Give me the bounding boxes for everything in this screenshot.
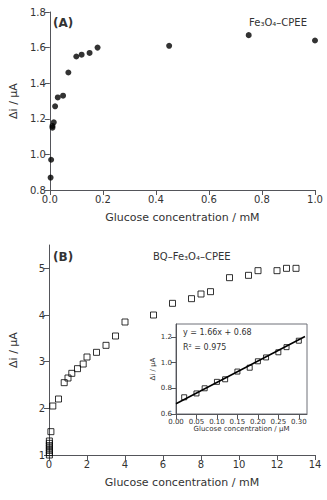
svg-text:12: 12	[271, 459, 284, 470]
svg-text:1.2: 1.2	[30, 113, 46, 124]
svg-text:R² = 0.975: R² = 0.975	[183, 343, 226, 352]
svg-text:Δi / μA: Δi / μA	[149, 357, 157, 380]
svg-text:0.6: 0.6	[160, 410, 172, 418]
svg-text:Glucose concentration / mM: Glucose concentration / mM	[105, 211, 259, 224]
svg-text:Δi / μA: Δi / μA	[7, 332, 20, 368]
svg-text:0.8: 0.8	[161, 384, 172, 392]
svg-text:1.0: 1.0	[307, 194, 323, 205]
svg-text:0.15: 0.15	[230, 418, 246, 426]
svg-text:1.0: 1.0	[161, 359, 172, 367]
svg-text:1.2: 1.2	[161, 333, 172, 341]
svg-text:14: 14	[309, 459, 322, 470]
svg-text:0.25: 0.25	[271, 418, 287, 426]
svg-text:BQ–Fe₃O₄–CPEE: BQ–Fe₃O₄–CPEE	[153, 251, 231, 262]
svg-text:y = 1.66x + 0.68: y = 1.66x + 0.68	[183, 328, 252, 337]
svg-text:4: 4	[122, 459, 128, 470]
svg-text:Fe₃O₄–CPEE: Fe₃O₄–CPEE	[249, 17, 307, 28]
svg-text:Glucose concentration / mM: Glucose concentration / mM	[105, 476, 259, 489]
svg-text:Glucose concentration / μM: Glucose concentration / μM	[194, 425, 290, 433]
svg-text:1: 1	[39, 450, 45, 461]
svg-text:0.0: 0.0	[42, 194, 58, 205]
svg-text:0.00: 0.00	[168, 418, 184, 426]
svg-text:3: 3	[39, 356, 45, 367]
svg-text:0.8: 0.8	[254, 194, 270, 205]
svg-text:0: 0	[46, 459, 52, 470]
svg-text:1.0: 1.0	[30, 149, 46, 160]
svg-text:1.6: 1.6	[30, 42, 46, 53]
svg-text:Δi / μA: Δi / μA	[7, 83, 20, 119]
svg-text:0.8: 0.8	[29, 184, 46, 196]
svg-text:4: 4	[39, 310, 45, 321]
svg-text:5: 5	[39, 263, 45, 274]
svg-text:0.10: 0.10	[209, 418, 225, 426]
svg-text:6: 6	[160, 459, 166, 470]
svg-text:0.20: 0.20	[250, 418, 266, 426]
svg-text:0.6: 0.6	[201, 194, 217, 205]
svg-text:10: 10	[233, 459, 246, 470]
svg-text:0.05: 0.05	[189, 418, 205, 426]
svg-text:(B): (B)	[53, 250, 73, 264]
svg-text:0.4: 0.4	[148, 194, 164, 205]
svg-text:0.2: 0.2	[95, 194, 111, 205]
svg-text:(A): (A)	[53, 16, 73, 30]
svg-text:2: 2	[84, 459, 90, 470]
svg-text:8: 8	[198, 459, 204, 470]
svg-text:2: 2	[39, 403, 45, 414]
svg-text:0.30: 0.30	[291, 418, 307, 426]
svg-text:1.8: 1.8	[30, 7, 46, 18]
svg-text:1.4: 1.4	[30, 78, 46, 89]
